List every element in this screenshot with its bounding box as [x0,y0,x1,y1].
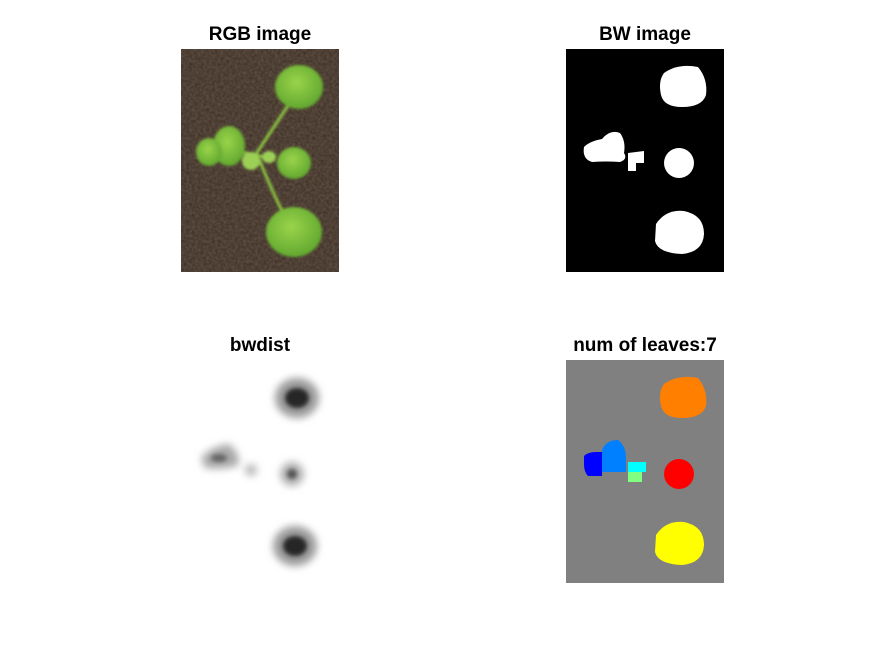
dist-blob-left-core [211,454,227,462]
leaf-label-red [664,459,694,489]
leaf-label-blue [584,452,602,476]
leaf-label-orange [660,376,707,418]
leaf-right [277,147,311,179]
bw-blob-top [660,65,707,107]
bw-image [566,49,724,272]
dist-blob-top-core [285,388,309,408]
leaf-bottom [266,207,322,257]
dist-blob-right-core [287,469,297,479]
label-image-axes [566,360,724,583]
leaf-top [275,65,323,109]
dist-blob-small-outer [245,464,257,476]
dist-blob-bottom-core [283,536,307,556]
bw-blob-left [583,131,626,162]
leaf-left [196,138,222,166]
bw-image-axes [566,49,724,272]
rgb-image-title: RGB image [208,24,312,45]
bwdist-axes [181,360,339,583]
stem-upper [254,103,291,155]
bw-blob-small [628,151,644,171]
leaf-center [242,152,260,170]
rgb-image [181,49,339,272]
bw-blob-right [664,148,694,178]
leaf-small [262,151,276,163]
leaf-label-lightgreen [628,472,642,482]
bw-image-title: BW image [599,24,691,45]
leaf-label-cyan [628,462,646,472]
leaf-label-yellow [655,521,704,565]
bwdist-title: bwdist [229,335,291,356]
label-image [566,360,724,583]
leaf-label-lightblue [602,440,626,472]
rgb-image-axes [181,49,339,272]
num-leaves-title: num of leaves:7 [573,335,717,356]
bw-blob-bottom [655,210,704,254]
bwdist-image [181,360,339,583]
